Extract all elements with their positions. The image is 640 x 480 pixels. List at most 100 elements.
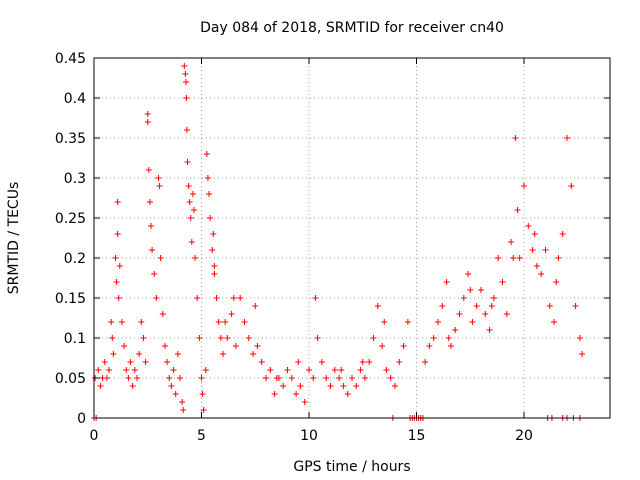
- data-point: [147, 223, 154, 229]
- data-point: [579, 351, 586, 357]
- x-tick-label: 0: [90, 428, 99, 444]
- data-point: [312, 295, 319, 301]
- y-tick-label: 0.25: [55, 211, 86, 227]
- chart-title: Day 084 of 2018, SRMTID for receiver cn4…: [200, 20, 504, 36]
- data-point: [156, 183, 163, 189]
- data-point: [95, 367, 102, 373]
- data-point: [359, 359, 366, 365]
- data-point: [361, 375, 368, 381]
- data-point: [157, 255, 164, 261]
- data-point: [306, 367, 312, 373]
- data-point: [200, 407, 207, 413]
- data-point: [97, 383, 104, 389]
- data-point: [366, 359, 373, 365]
- data-point: [210, 231, 217, 237]
- data-point: [374, 303, 381, 309]
- data-point: [314, 335, 321, 341]
- data-point: [460, 295, 467, 301]
- y-tick-label: 0.35: [55, 131, 86, 147]
- x-tick-label: 10: [300, 428, 318, 444]
- data-point: [170, 367, 177, 373]
- x-tick-label: 20: [515, 428, 533, 444]
- data-point: [103, 375, 110, 381]
- data-point: [207, 215, 214, 221]
- data-point: [232, 343, 239, 349]
- data-point: [531, 231, 538, 237]
- data-point: [430, 335, 437, 341]
- data-point: [113, 279, 120, 285]
- data-point: [159, 311, 166, 317]
- data-point: [538, 271, 545, 277]
- data-point: [129, 383, 136, 389]
- data-point: [445, 335, 452, 341]
- data-point: [228, 311, 235, 317]
- y-tick-label: 0.15: [55, 291, 86, 307]
- data-point: [564, 135, 570, 141]
- data-point: [252, 303, 259, 309]
- data-point: [447, 343, 454, 349]
- data-point: [183, 79, 190, 85]
- data-point: [166, 375, 173, 381]
- data-point: [542, 247, 549, 253]
- data-point: [185, 183, 192, 189]
- data-point: [271, 391, 278, 397]
- data-point: [245, 335, 252, 341]
- data-point: [182, 71, 189, 77]
- x-axis-label: GPS time / hours: [293, 459, 410, 475]
- data-point: [112, 255, 119, 261]
- y-tick-label: 0.4: [64, 91, 86, 107]
- data-point: [206, 191, 213, 197]
- data-point: [426, 343, 433, 349]
- data-point: [181, 63, 188, 69]
- data-point: [379, 343, 386, 349]
- data-point: [149, 247, 156, 253]
- grid-lines: [94, 58, 610, 418]
- data-point: [209, 247, 216, 253]
- data-point: [521, 183, 527, 189]
- data-point: [295, 359, 302, 365]
- data-point: [241, 319, 248, 325]
- data-point: [525, 223, 532, 229]
- data-point: [267, 367, 274, 373]
- data-point: [456, 311, 463, 317]
- data-point: [213, 295, 220, 301]
- data-point: [400, 343, 407, 349]
- data-point: [192, 255, 199, 261]
- data-point: [443, 279, 450, 285]
- data-point: [288, 375, 295, 381]
- data-point: [533, 263, 540, 269]
- y-tick-label: 0.05: [55, 371, 86, 387]
- data-point: [258, 359, 265, 365]
- data-point: [144, 119, 151, 125]
- data-point: [383, 367, 390, 373]
- data-point: [188, 239, 195, 245]
- data-point: [168, 383, 175, 389]
- data-point: [110, 351, 117, 357]
- data-point: [204, 175, 211, 181]
- data-point: [198, 375, 205, 381]
- data-point: [488, 303, 495, 309]
- data-point: [138, 319, 145, 325]
- data-point: [118, 319, 125, 325]
- data-point: [134, 375, 140, 381]
- data-point: [224, 335, 231, 341]
- data-point: [183, 127, 190, 133]
- data-point: [184, 159, 191, 165]
- y-tick-label: 0.2: [64, 251, 86, 267]
- data-point: [199, 391, 206, 397]
- data-point: [495, 255, 502, 261]
- data-point: [155, 175, 162, 181]
- x-tick-label: 15: [408, 428, 426, 444]
- data-point: [301, 399, 308, 405]
- data-point: [338, 367, 345, 373]
- data-point: [576, 335, 583, 341]
- data-point: [164, 359, 171, 365]
- data-points: [91, 63, 586, 421]
- data-point: [180, 407, 187, 413]
- data-point: [203, 151, 210, 157]
- data-point: [297, 383, 304, 389]
- data-point: [284, 367, 291, 373]
- data-point: [215, 319, 222, 325]
- data-point: [510, 255, 517, 261]
- data-point: [108, 319, 115, 325]
